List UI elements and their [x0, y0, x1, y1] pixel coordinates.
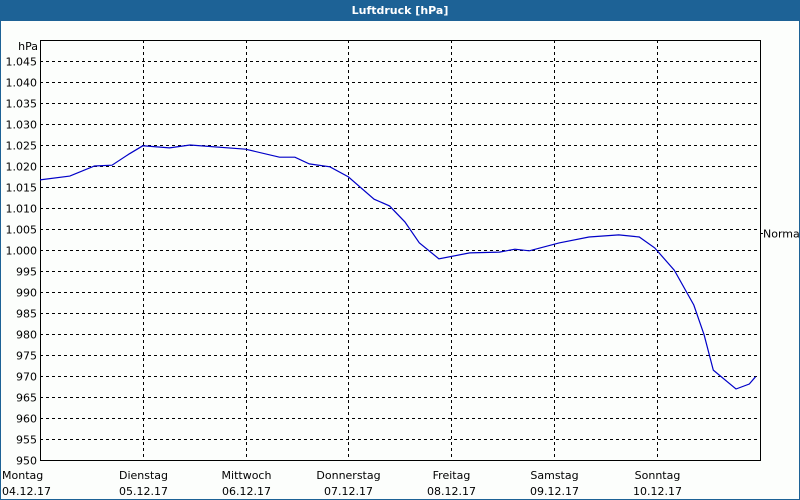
x-tick-date: 06.12.17: [222, 485, 271, 498]
y-tick-label: 1.025: [6, 140, 38, 153]
y-tick-label: 1.045: [6, 56, 38, 69]
y-tick-label: 1.030: [6, 119, 38, 132]
y-tick-label: 1.000: [6, 245, 38, 258]
x-axis-labels: Montag 04.12.17 Dienstag 05.12.17 Mittwoch 06…: [2, 469, 682, 498]
y-tick-label: 990: [16, 287, 37, 300]
x-tick-day: Samstag: [530, 469, 578, 482]
y-tick-label: 975: [16, 350, 37, 363]
x-tick-day: Montag: [2, 469, 43, 482]
y-tick-label: 1.005: [6, 224, 38, 237]
y-tick-label: 970: [16, 371, 37, 384]
y-tick-label: 1.040: [6, 77, 38, 90]
y-tick-label: 995: [16, 266, 37, 279]
x-tick-day: Freitag: [433, 469, 471, 482]
y-tick-label: 1.015: [6, 182, 38, 195]
x-tick-date: 09.12.17: [530, 485, 579, 498]
y-tick-label: 950: [16, 455, 37, 468]
normal-label: Normal: [763, 228, 800, 241]
x-tick-day: Donnerstag: [316, 469, 380, 482]
x-tick-date: 05.12.17: [119, 485, 168, 498]
plot-frame: [40, 40, 761, 461]
y-axis-unit: hPa: [18, 40, 38, 53]
x-tick-day: Dienstag: [119, 469, 168, 482]
x-tick-date: 07.12.17: [324, 485, 373, 498]
x-tick-day: Sonntag: [635, 469, 681, 482]
y-axis-labels: 950 955 960 965 970 975 980 985 990 995 1.000 1.005…: [6, 56, 38, 468]
x-tick-date: 08.12.17: [427, 485, 476, 498]
y-tick-label: 965: [16, 392, 37, 405]
grid-lines: [40, 40, 760, 460]
normal-marker: Normal: [760, 228, 800, 241]
y-tick-label: 985: [16, 308, 37, 321]
pressure-line: [39, 144, 756, 390]
window-title: Luftdruck [hPa]: [351, 4, 449, 17]
x-tick-day: Mittwoch: [222, 469, 272, 482]
y-tick-label: 955: [16, 434, 37, 447]
y-tick-label: 980: [16, 329, 37, 342]
y-tick-label: 1.010: [6, 203, 38, 216]
y-tick-label: 1.020: [6, 161, 38, 174]
y-tick-label: 1.035: [6, 98, 38, 111]
x-tick-date: 10.12.17: [633, 485, 682, 498]
x-tick-date: 04.12.17: [2, 485, 51, 498]
y-tick-label: 960: [16, 413, 37, 426]
